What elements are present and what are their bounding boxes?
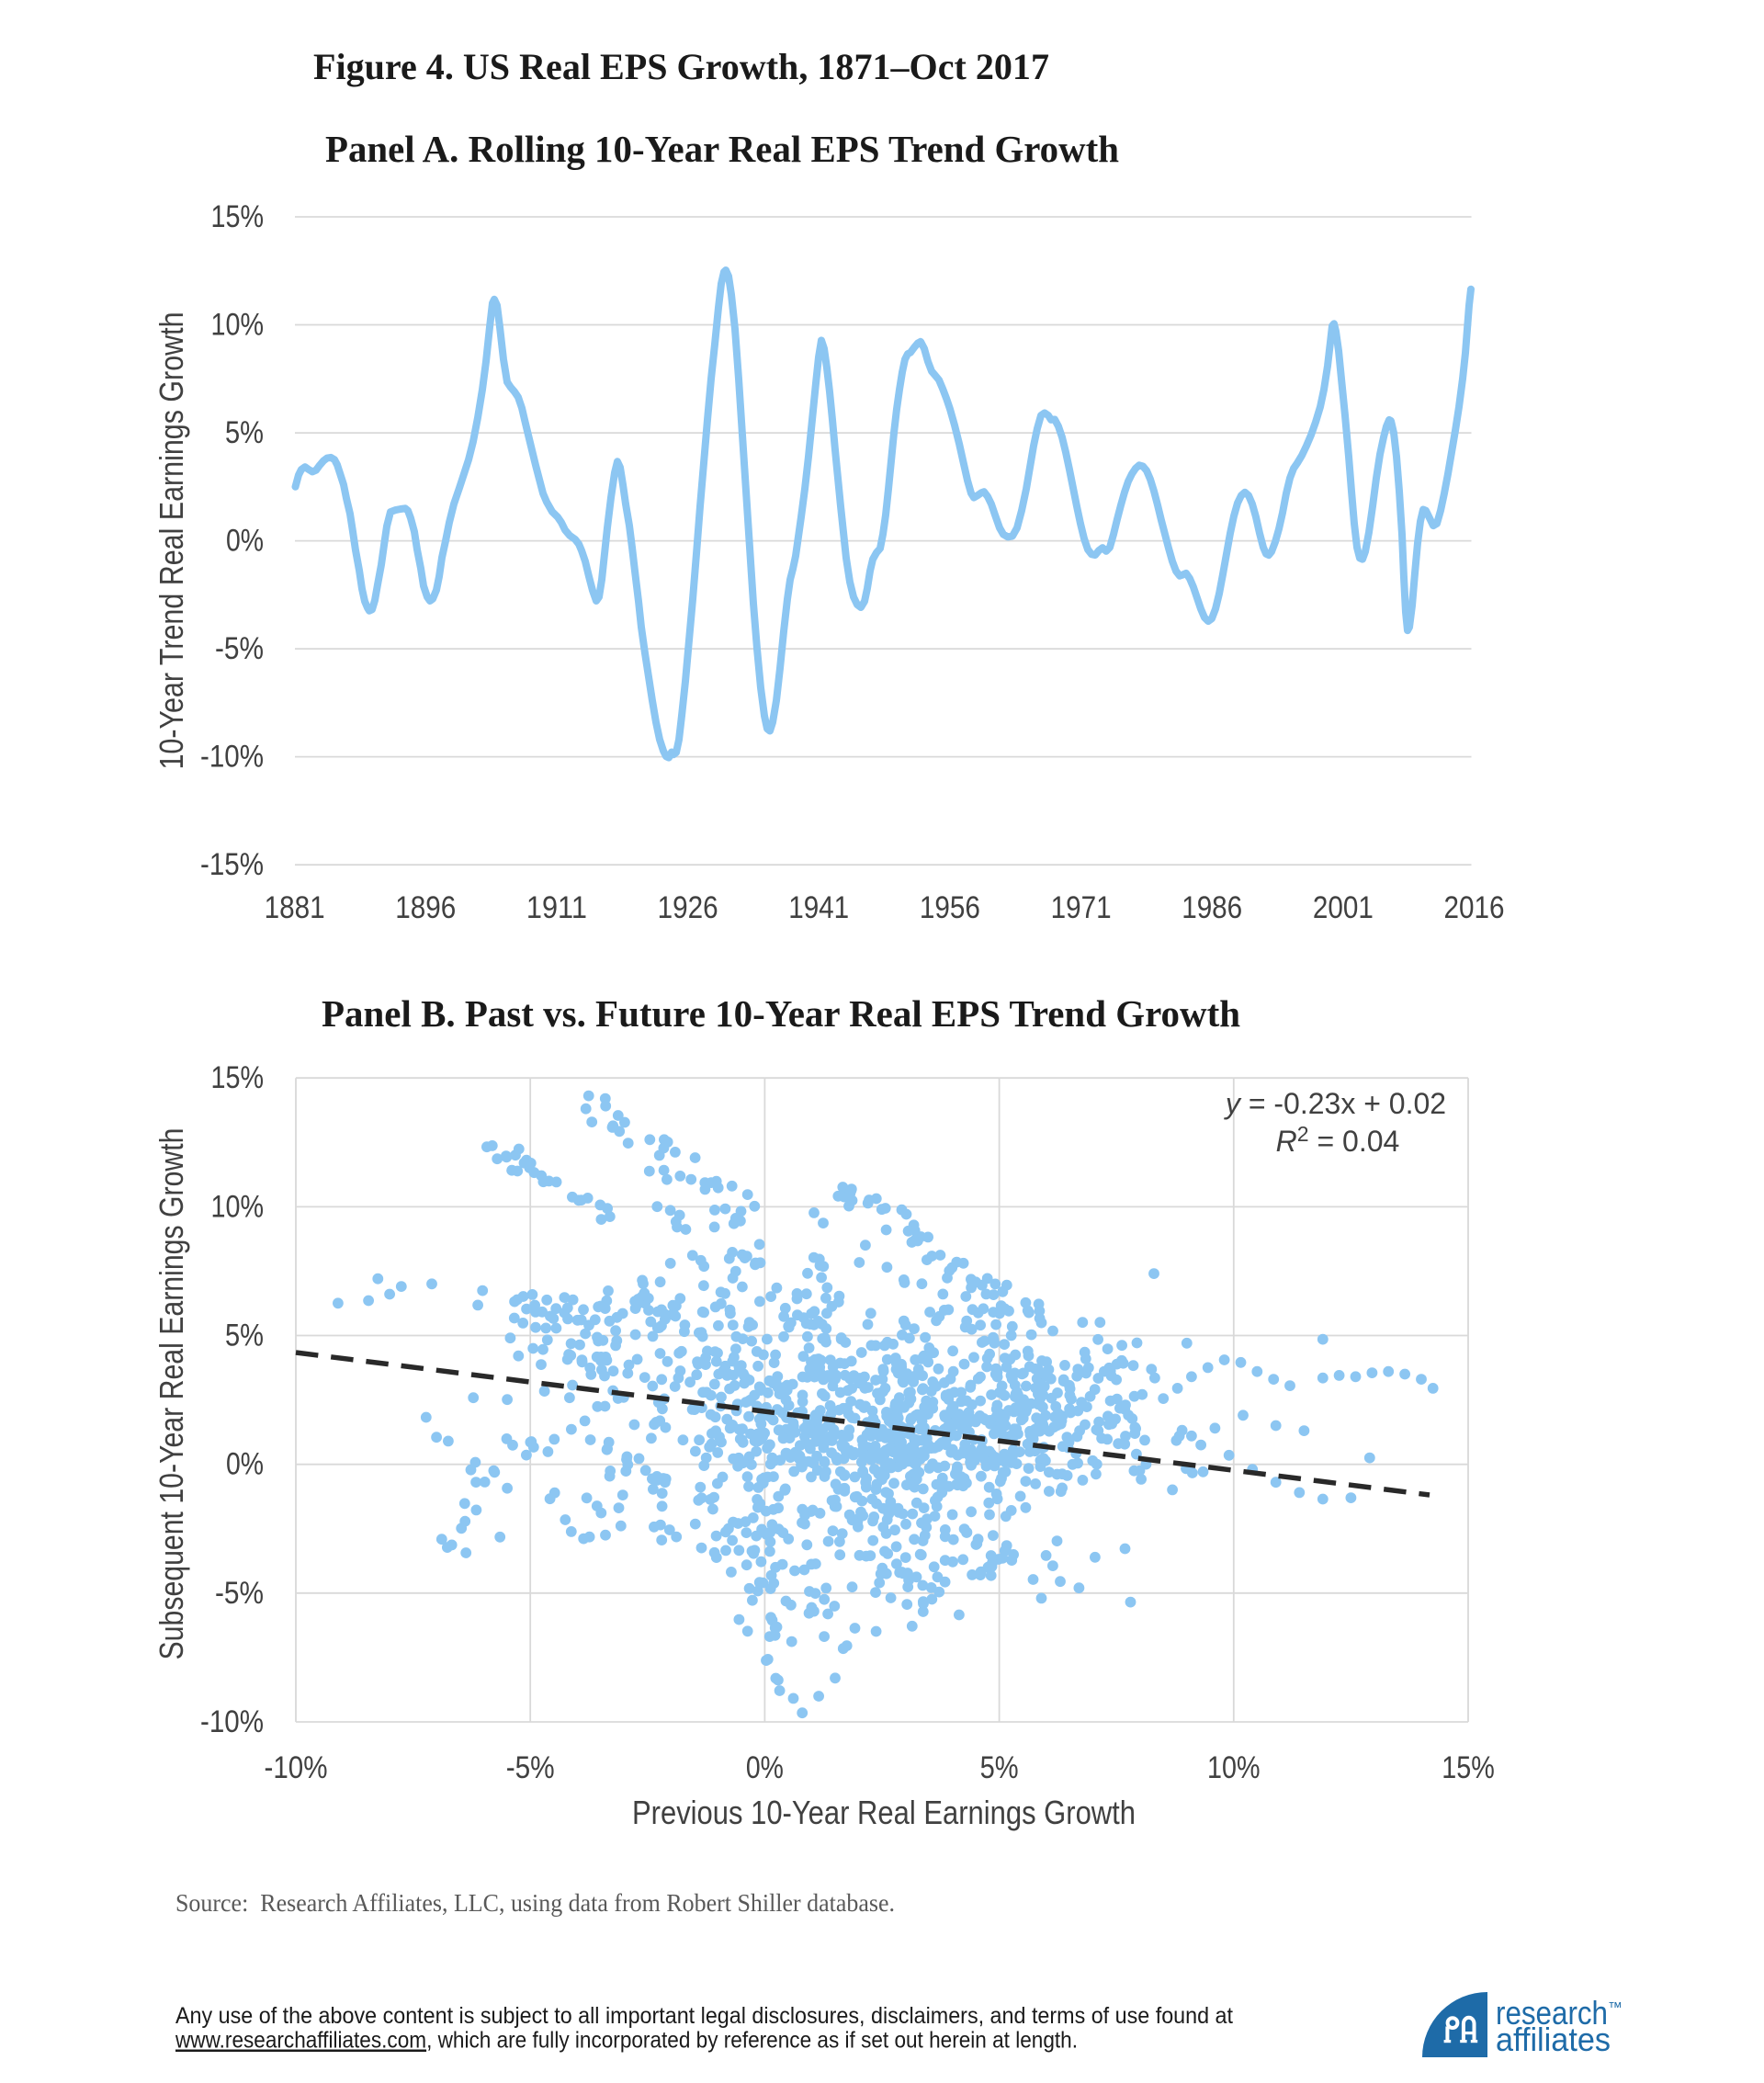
svg-text:Previous 10-Year Real Earnings: Previous 10-Year Real Earnings Growth [632,1794,1136,1831]
svg-text:15%: 15% [211,199,265,234]
svg-text:-10%: -10% [265,1750,328,1785]
svg-text:5%: 5% [980,1750,1019,1785]
svg-text:1926: 1926 [658,890,718,925]
svg-text:10-Year Trend Real Earnings Gr: 10-Year Trend Real Earnings Growth [153,312,190,770]
svg-text:-5%: -5% [215,631,264,666]
svg-text:-10%: -10% [200,740,264,775]
svg-text:y = -0.23x + 0.02: y = -0.23x + 0.02 [1224,1087,1446,1120]
svg-text:1896: 1896 [395,890,456,925]
svg-text:5%: 5% [225,1319,264,1353]
svg-text:research: research [1496,1994,1608,2032]
svg-text:Any use of the above content i: Any use of the above content is subject … [175,2003,1233,2029]
svg-text:-10%: -10% [200,1704,264,1739]
svg-text:Panel B. Past vs. Future 10-Ye: Panel B. Past vs. Future 10-Year Real EP… [322,992,1240,1035]
svg-text:-5%: -5% [506,1750,555,1785]
svg-text:Subsequent 10-Year Real Earnin: Subsequent 10-Year Real Earnings Growth [153,1128,190,1660]
svg-text:10%: 10% [1207,1750,1261,1785]
svg-text:15%: 15% [1442,1750,1495,1785]
svg-text:www.researchaffiliates.com, wh: www.researchaffiliates.com, which are fu… [175,2028,1078,2054]
svg-text:0%: 0% [746,1750,784,1785]
svg-text:1986: 1986 [1182,890,1242,925]
svg-text:1911: 1911 [526,890,587,925]
svg-text:1971: 1971 [1051,890,1112,925]
svg-text:2001: 2001 [1313,890,1374,925]
svg-text:-5%: -5% [215,1576,264,1611]
svg-text:1881: 1881 [265,890,325,925]
svg-text:Source: Research Affiliates,: Source: Research Affiliates, LLC, using … [175,1889,895,1917]
svg-text:-15%: -15% [200,847,264,882]
svg-text:1956: 1956 [920,890,980,925]
svg-text:Figure 4. US Real EPS Growth,: Figure 4. US Real EPS Growth, 1871–Oct 2… [313,46,1049,87]
svg-text:10%: 10% [211,308,265,343]
svg-text:15%: 15% [211,1060,265,1095]
svg-text:R2 = 0.04: R2 = 0.04 [1276,1122,1400,1158]
svg-text:10%: 10% [211,1189,265,1224]
svg-text:5%: 5% [225,415,264,450]
svg-text:™: ™ [1608,2000,1623,2016]
svg-text:affiliates: affiliates [1496,2021,1611,2058]
svg-text:0%: 0% [226,524,264,559]
svg-text:0%: 0% [226,1447,264,1482]
svg-text:Panel A. Rolling 10-Year Real: Panel A. Rolling 10-Year Real EPS Trend … [325,128,1119,170]
svg-text:1941: 1941 [788,890,849,925]
svg-text:2016: 2016 [1444,890,1505,925]
